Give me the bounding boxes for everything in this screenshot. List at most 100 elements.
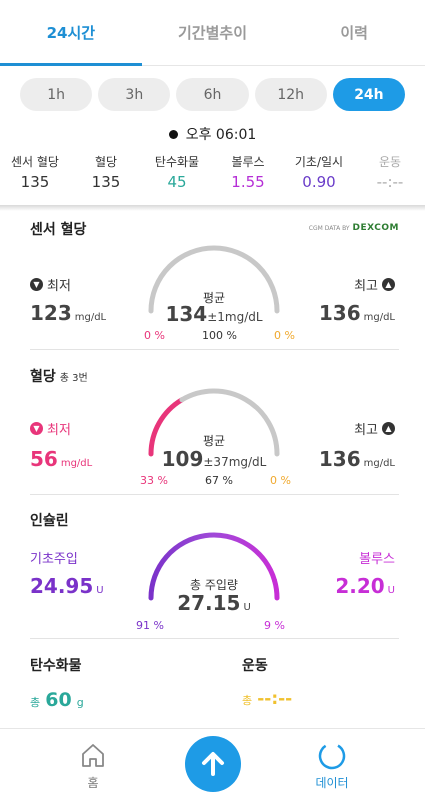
home-icon [82, 744, 104, 767]
section-title: 센서 혈당 [30, 222, 87, 238]
nav-data[interactable]: 데이터 [292, 741, 372, 791]
max-label-text: 최고 [354, 279, 378, 294]
max-value: 136 mg/dL [319, 301, 395, 325]
carbs-value: 60 [45, 689, 72, 711]
range-6h[interactable]: 6h [176, 78, 249, 111]
divider [30, 494, 399, 495]
avg-number: 134 [165, 302, 208, 326]
max-number: 136 [318, 301, 361, 325]
gauge-seg-in-range [148, 245, 280, 314]
min-unit: mg/dL [74, 312, 107, 323]
min-label-text: 최저 [47, 279, 71, 294]
top-tabs: 24시간 기간별추이 이력 [0, 0, 425, 66]
bolus-value: 2.20 U [335, 574, 395, 598]
range-12h[interactable]: 12h [254, 78, 327, 111]
gauge-seg-bolus [272, 577, 280, 601]
pct-basal: 91 % [136, 619, 164, 632]
range-3h[interactable]: 3h [98, 78, 171, 111]
chevron-down-icon: ▼ [30, 278, 43, 291]
current-time-row: 오후 06:01 [0, 124, 425, 144]
chevron-up-icon: ▲ [382, 422, 395, 435]
max-label: 최고 ▲ [354, 419, 395, 438]
nav-home-label: 홈 [87, 776, 99, 790]
carbs-block: 탄수화물 총 60 g [30, 655, 84, 711]
max-label-text: 최고 [354, 423, 378, 438]
gauge-seg-low [148, 397, 185, 457]
gauge-seg-basal [148, 532, 277, 601]
bolus-unit: U [387, 585, 395, 596]
avg-label: 평균 [202, 434, 226, 448]
pct-bolus: 9 % [264, 619, 285, 632]
avg-value: 109±37mg/dL [134, 447, 294, 471]
basal-label: 기초주입 [30, 552, 78, 567]
bg-section: 혈당 총 3번 ▼ 최저 56 mg/dL 최고 ▲ 136 mg/dL 평균 109… [30, 366, 399, 494]
nav-home[interactable]: 홈 [53, 741, 133, 791]
stat-value: 1.55 [231, 173, 265, 191]
stat-label: 운동 [378, 155, 402, 169]
bolus-label: 볼루스 [359, 552, 395, 567]
min-label-text: 최저 [47, 423, 71, 438]
min-label: ▼ 최저 [30, 419, 71, 438]
bolus-number: 2.20 [335, 574, 385, 598]
pct-low: 33 % [140, 474, 168, 487]
data-ring-icon [318, 742, 346, 770]
total-label: 총 주입량 [190, 578, 238, 592]
exercise-block: 운동 총 --:-- [242, 655, 292, 709]
max-value: 136 mg/dL [319, 447, 395, 471]
range-1h[interactable]: 1h [20, 78, 93, 111]
tab-history[interactable]: 이력 [340, 24, 368, 42]
stat-value: 45 [167, 173, 187, 191]
carbs-unit: g [76, 696, 84, 709]
min-value: 56 mg/dL [30, 447, 92, 471]
avg-deviation: ±37mg/dL [203, 455, 267, 469]
stat-label: 기초/일시 [294, 155, 344, 169]
basal-number: 24.95 [30, 574, 94, 598]
divider [30, 638, 399, 639]
max-unit: mg/dL [363, 312, 395, 323]
upload-button[interactable] [185, 736, 241, 792]
basal-value: 24.95 U [30, 574, 104, 598]
range-selector: 1h 3h 6h 12h 24h [20, 78, 406, 111]
stat-value: 135 [20, 173, 50, 191]
basal-unit: U [96, 585, 104, 596]
dexcom-brand: DEXCOM [352, 223, 399, 233]
range-24h[interactable]: 24h [332, 78, 406, 111]
divider [30, 349, 399, 350]
stat-value: --:-- [376, 173, 404, 191]
chevron-up-icon: ▲ [382, 278, 395, 291]
tab-trend[interactable]: 기간별추이 [178, 24, 248, 42]
nav-data-label: 데이터 [315, 776, 349, 790]
insulin-gauge [148, 532, 280, 601]
carbs-prefix: 총 [30, 696, 41, 709]
stat-label: 센서 혈당 [11, 155, 59, 169]
pct-high: 0 % [274, 329, 295, 342]
exercise-value: --:-- [257, 689, 293, 709]
max-label: 최고 ▲ [354, 275, 395, 294]
carbs-title: 탄수화물 [30, 658, 82, 674]
pct-mid: 100 % [202, 329, 237, 342]
section-title: 혈당 총 3번 [30, 366, 399, 386]
carbs-exercise-section: 탄수화물 총 60 g 운동 총 --:-- [30, 655, 399, 715]
arrow-up-icon [202, 752, 224, 776]
max-number: 136 [318, 447, 361, 471]
exercise-prefix: 총 [242, 694, 253, 707]
min-label: ▼ 최저 [30, 275, 71, 294]
stat-label: 혈당 [94, 155, 118, 169]
stat-value: 135 [91, 173, 121, 191]
min-number: 56 [30, 447, 58, 471]
avg-label: 평균 [202, 291, 226, 305]
section-title: 인슐린 [30, 513, 69, 529]
sensor-bg-section: 센서 혈당 CGM DATA BY DEXCOM ▼ 최저 123 mg/dL 최… [30, 219, 399, 349]
total-unit: U [243, 602, 251, 613]
tab-24h[interactable]: 24시간 [0, 0, 142, 66]
bg-gauge [148, 388, 280, 457]
dexcom-prefix: CGM DATA BY [308, 224, 350, 232]
insulin-section: 인슐린 기초주입 24.95 U 볼루스 2.20 U 총 주입량 27.15 U 9… [30, 510, 399, 638]
summary-stats: 센서 혈당 135 혈당 135 탄수화물 45 볼루스 1.55 기초/일시 … [10, 153, 415, 191]
stat-bg: 혈당 135 [81, 153, 131, 191]
section-title-text: 혈당 [30, 369, 56, 385]
max-unit: mg/dL [363, 458, 395, 469]
stat-carbs: 탄수화물 45 [152, 153, 202, 191]
exercise-total: 총 --:-- [242, 689, 292, 709]
gauge-seg-in-range [179, 388, 280, 457]
